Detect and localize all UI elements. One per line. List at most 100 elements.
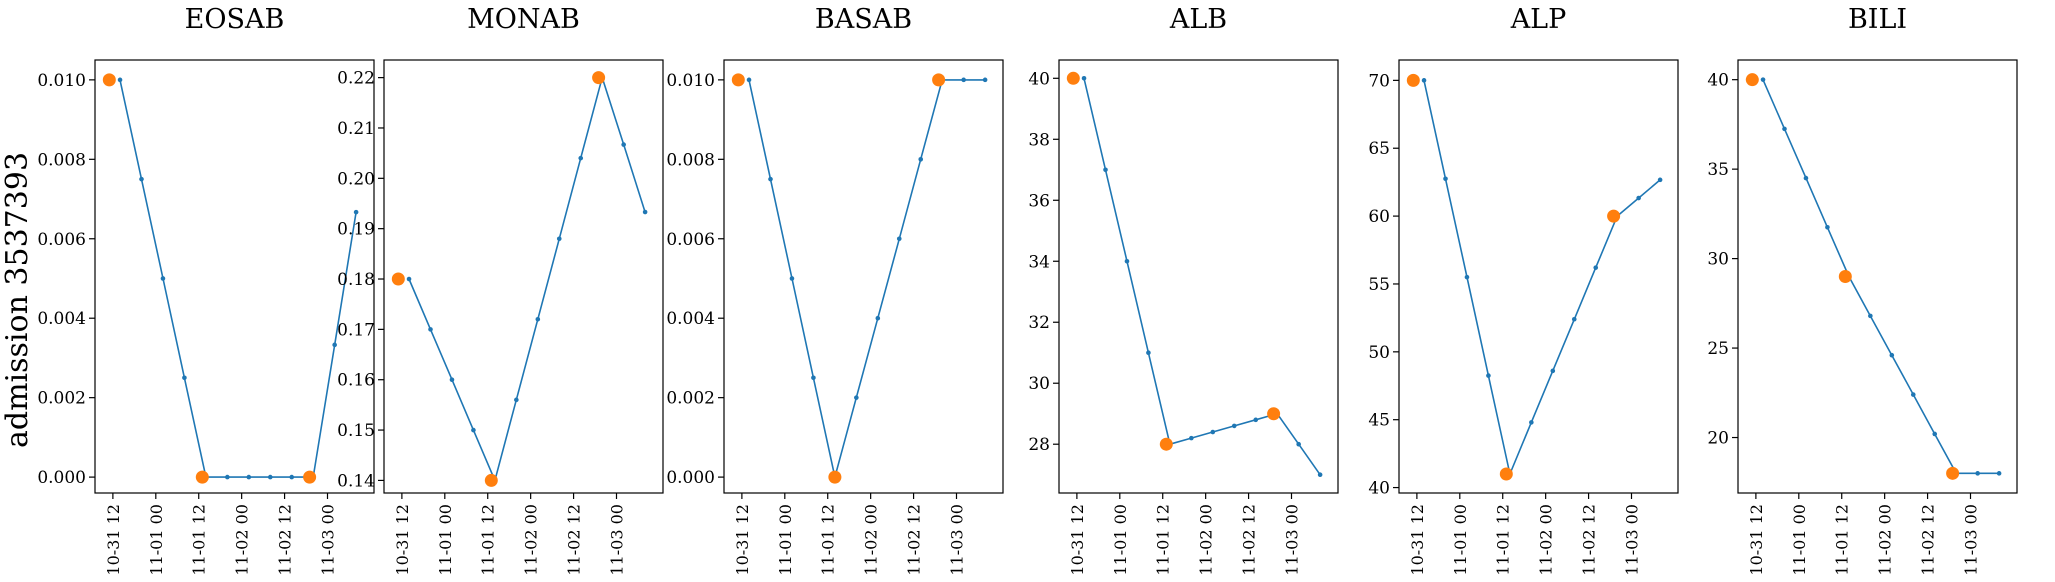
- series-point: [225, 474, 230, 480]
- highlight-point: [1499, 467, 1513, 481]
- axes-frame: [1058, 59, 1339, 494]
- series-point: [471, 427, 476, 433]
- x-tick-label: 11-02 12: [1240, 504, 1259, 576]
- series-point: [535, 316, 541, 322]
- series-point: [982, 77, 988, 83]
- series-point: [353, 209, 359, 215]
- series-point: [117, 77, 123, 83]
- series-point: [182, 375, 187, 381]
- x-tick-label: 10-31 12: [733, 504, 752, 576]
- series-point: [768, 176, 773, 182]
- highlight-point: [195, 470, 209, 484]
- series-point: [578, 155, 584, 161]
- x-tick-label: 10-31 12: [1068, 504, 1087, 576]
- highlight-point: [391, 272, 405, 286]
- y-tick-label: 0.002: [37, 389, 86, 409]
- series-point: [1421, 78, 1427, 83]
- y-tick-label: 0.004: [666, 309, 715, 329]
- x-tick-label: 11-03 00: [1623, 504, 1642, 576]
- y-tick-label: 50: [1368, 343, 1390, 363]
- x-tick-label: 11-03 00: [608, 504, 627, 576]
- series-point: [1464, 274, 1470, 280]
- series-point: [1825, 224, 1830, 230]
- panel-title: BILI: [1848, 4, 1907, 35]
- series-point: [1081, 75, 1087, 81]
- y-tick-label: 0.18: [337, 270, 375, 290]
- panel-title: ALB: [1169, 4, 1227, 35]
- series-point: [1975, 471, 1980, 476]
- panel-title: MONAB: [467, 4, 580, 35]
- highlight-point: [1745, 73, 1759, 87]
- series-point: [139, 176, 144, 182]
- series-point: [811, 375, 816, 381]
- x-tick-label: 11-02 00: [1197, 504, 1216, 576]
- panel-title: BASAB: [815, 4, 912, 35]
- y-tick-label: 0.000: [37, 468, 86, 488]
- series-point: [1932, 431, 1938, 437]
- y-tick-label: 36: [1028, 191, 1050, 211]
- y-tick-label: 65: [1368, 139, 1390, 159]
- series-point: [556, 236, 562, 242]
- x-tick-label: 11-01 12: [190, 504, 209, 576]
- axes-frame: [723, 59, 1004, 494]
- x-tick-label: 11-01 00: [776, 504, 795, 576]
- y-tick-label: 0.16: [337, 371, 375, 391]
- panel-monab: MONAB 0.14 0.15 0.16 0.17 0.18 0.19 0.20 0.21 0.2…: [337, 4, 664, 576]
- x-tick-label: 11-02 12: [1919, 504, 1938, 576]
- series-point: [289, 474, 295, 480]
- y-tick-label: 30: [1028, 374, 1050, 394]
- highlight-point: [932, 73, 946, 87]
- series-point: [406, 276, 412, 282]
- series-point: [449, 377, 455, 383]
- highlight-point: [303, 470, 317, 484]
- series-point: [918, 157, 924, 162]
- series-point: [1146, 350, 1151, 356]
- y-tick-label: 40: [1028, 69, 1050, 89]
- y-tick-label: 0.22: [337, 69, 375, 89]
- series-point: [1996, 471, 2002, 476]
- axes-frame: [383, 59, 664, 494]
- panel-bili: BILI 20 25 30 35 40 10-31 12 11-01 00 11-01 12 11…: [1707, 4, 2018, 576]
- series-point: [1124, 258, 1130, 264]
- x-tick-label: 11-01 00: [1790, 504, 1809, 576]
- y-tick-label: 0.006: [666, 230, 715, 250]
- series-point: [246, 474, 252, 480]
- y-tick-label: 38: [1028, 130, 1050, 150]
- x-tick-label: 11-02 12: [905, 504, 924, 576]
- y-tick-label: 25: [1707, 339, 1729, 359]
- y-tick-label: 0.006: [37, 230, 86, 250]
- series-point: [961, 77, 966, 83]
- y-tick-label: 30: [1707, 250, 1729, 270]
- x-tick-label: 11-03 00: [948, 504, 967, 576]
- series-line: [408, 74, 646, 483]
- panel-alp: ALP 40 45 50 55 60 65 70 10-31 12 11-01 00 11-01 1…: [1368, 4, 1679, 576]
- x-tick-label: 11-02 12: [1580, 504, 1599, 576]
- x-tick-label: 10-31 12: [393, 504, 412, 576]
- y-tick-label: 0.002: [666, 389, 715, 409]
- y-tick-label: 0.010: [666, 71, 715, 91]
- series-point: [896, 236, 902, 242]
- series-line: [748, 79, 986, 478]
- x-tick-label: 10-31 12: [1408, 504, 1427, 576]
- x-tick-label: 10-31 12: [1747, 504, 1766, 576]
- series-point: [1657, 177, 1663, 183]
- y-tick-label: 0.21: [337, 119, 375, 139]
- y-tick-label: 35: [1707, 160, 1729, 180]
- x-tick-label: 11-01 12: [1833, 504, 1852, 576]
- series-point: [1782, 126, 1787, 132]
- x-tick-label: 11-01 00: [1451, 504, 1470, 576]
- series-point: [1529, 420, 1534, 425]
- panel-alb: ALB 28 30 32 34 36 38 40 10-31 12 11-01 00 11-01 1…: [1028, 4, 1339, 576]
- x-tick-label: 11-02 00: [522, 504, 541, 576]
- y-tick-label: 40: [1368, 479, 1390, 499]
- x-tick-label: 11-03 00: [1962, 504, 1981, 576]
- series-point: [854, 395, 859, 400]
- y-tick-label: 55: [1368, 275, 1390, 295]
- x-tick-label: 11-02 00: [233, 504, 252, 576]
- series-point: [1868, 313, 1873, 319]
- axes-frame: [1737, 59, 2018, 494]
- x-tick-label: 10-31 12: [104, 504, 123, 576]
- axes-frame: [94, 59, 375, 494]
- series-point: [1593, 265, 1599, 270]
- series-point: [1803, 175, 1809, 181]
